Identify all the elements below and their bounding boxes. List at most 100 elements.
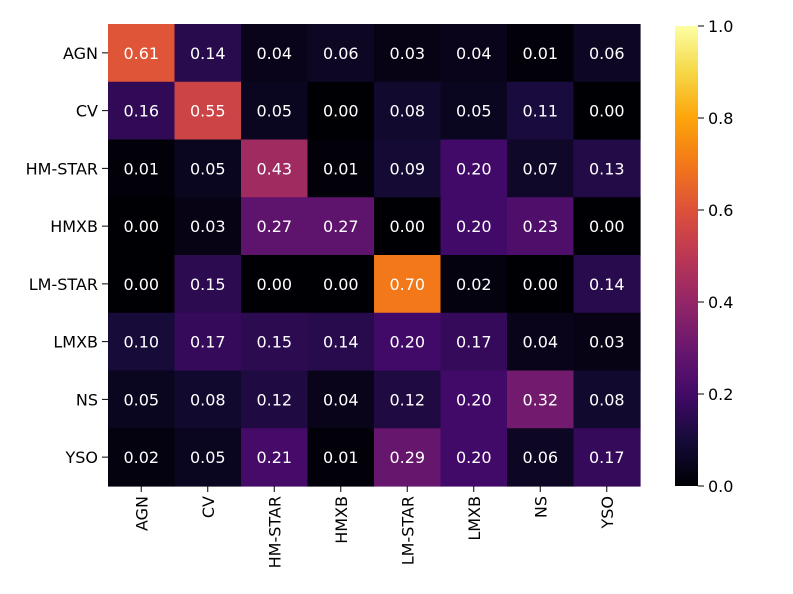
heatmap-cell <box>108 197 176 256</box>
cell-value-label: 0.00 <box>323 102 359 121</box>
cell-value-label: 0.21 <box>256 448 292 467</box>
heatmap-cell <box>174 312 242 372</box>
heatmap-cell <box>507 139 575 198</box>
heatmap-cell <box>573 370 641 429</box>
heatmap-cell <box>440 370 508 429</box>
x-tick-label: AGN <box>132 496 151 531</box>
heatmap-cell <box>374 197 442 256</box>
cell-value-label: 0.06 <box>522 448 558 467</box>
x-tick-label: CV <box>199 496 218 518</box>
heatmap-cell <box>307 428 375 487</box>
cell-value-label: 0.00 <box>123 275 159 294</box>
cell-value-label: 0.27 <box>323 217 359 236</box>
heatmap-cell <box>507 428 575 487</box>
heatmap-cell <box>507 81 575 141</box>
cell-value-label: 0.17 <box>589 448 625 467</box>
colorbar <box>675 26 698 486</box>
colorbar-tick-label: 1.0 <box>708 17 733 36</box>
colorbar-tick-label: 0.2 <box>708 385 733 404</box>
heatmap-cell <box>507 24 575 83</box>
cell-value-label: 0.14 <box>589 275 625 294</box>
cell-value-label: 0.16 <box>123 102 159 121</box>
heatmap-cell <box>108 81 176 141</box>
cell-value-label: 0.15 <box>256 333 292 352</box>
heatmap-cell <box>374 24 442 83</box>
x-tick-label: LMXB <box>465 496 484 541</box>
heatmap-cell <box>108 370 176 429</box>
cell-value-label: 0.02 <box>456 275 492 294</box>
heatmap-cell <box>573 24 641 83</box>
x-tick-label: LM-STAR <box>398 496 417 565</box>
y-tick-label: LM-STAR <box>29 275 98 294</box>
heatmap-cell <box>307 139 375 198</box>
heatmap-cell <box>174 197 242 256</box>
cell-value-label: 0.23 <box>522 217 558 236</box>
cell-value-label: 0.32 <box>522 390 558 409</box>
cell-value-label: 0.55 <box>190 102 226 121</box>
y-tick-label: HMXB <box>50 217 98 236</box>
heatmap-cell <box>573 81 641 141</box>
heatmap-cell <box>174 139 242 198</box>
heatmap-cell <box>374 370 442 429</box>
cell-value-label: 0.08 <box>190 390 226 409</box>
cell-value-label: 0.08 <box>389 102 425 121</box>
heatmap-cell <box>440 255 508 314</box>
heatmap-cell <box>108 428 176 487</box>
cell-value-label: 0.08 <box>589 390 625 409</box>
heatmap-cell <box>307 255 375 314</box>
heatmap-cell <box>241 255 309 314</box>
colorbar-tick-label: 0.8 <box>708 109 733 128</box>
cell-value-label: 0.05 <box>123 390 159 409</box>
cell-value-label: 0.61 <box>123 44 159 63</box>
heatmap-cell <box>241 312 309 372</box>
heatmap-cell <box>307 197 375 256</box>
cell-value-label: 0.14 <box>190 44 226 63</box>
heatmap-cell <box>440 428 508 487</box>
cell-value-label: 0.27 <box>256 217 292 236</box>
heatmap-cell <box>174 24 242 83</box>
y-tick-label: LMXB <box>53 333 98 352</box>
cell-value-label: 0.43 <box>256 159 292 178</box>
colorbar-tick-label: 0.0 <box>708 477 733 496</box>
heatmap-cell <box>241 81 309 141</box>
heatmap-cell <box>507 197 575 256</box>
heatmap-cell <box>440 312 508 372</box>
heatmap-cell <box>241 370 309 429</box>
cell-value-label: 0.01 <box>123 159 159 178</box>
cell-value-label: 0.11 <box>522 102 558 121</box>
heatmap-cell <box>307 312 375 372</box>
heatmap-cell <box>174 370 242 429</box>
cell-value-label: 0.03 <box>589 333 625 352</box>
cell-value-label: 0.20 <box>456 390 492 409</box>
heatmap-cell <box>108 24 176 83</box>
cell-value-label: 0.15 <box>190 275 226 294</box>
heatmap-cell <box>374 139 442 198</box>
heatmap-cell <box>241 428 309 487</box>
cell-value-label: 0.12 <box>256 390 292 409</box>
heatmap-cell <box>374 81 442 141</box>
cell-value-label: 0.03 <box>190 217 226 236</box>
x-tick-label: YSO <box>598 496 617 530</box>
cell-value-label: 0.00 <box>123 217 159 236</box>
heatmap-cell <box>174 428 242 487</box>
x-tick-label: HMXB <box>332 496 351 544</box>
cell-value-label: 0.05 <box>456 102 492 121</box>
cell-value-label: 0.00 <box>522 275 558 294</box>
cell-value-label: 0.01 <box>522 44 558 63</box>
heatmap-cell <box>374 428 442 487</box>
cell-value-label: 0.14 <box>323 333 359 352</box>
cell-value-label: 0.00 <box>256 275 292 294</box>
heatmap-cell <box>440 81 508 141</box>
heatmap-cell <box>573 197 641 256</box>
heatmap-cell <box>440 139 508 198</box>
heatmap-cell <box>241 197 309 256</box>
colorbar-tick-label: 0.4 <box>708 293 733 312</box>
cell-value-label: 0.00 <box>389 217 425 236</box>
heatmap-cell <box>440 197 508 256</box>
cell-value-label: 0.20 <box>456 448 492 467</box>
heatmap-cell <box>507 312 575 372</box>
heatmap-cell <box>374 312 442 372</box>
cell-value-label: 0.04 <box>256 44 292 63</box>
colorbar-tick-label: 0.6 <box>708 201 733 220</box>
